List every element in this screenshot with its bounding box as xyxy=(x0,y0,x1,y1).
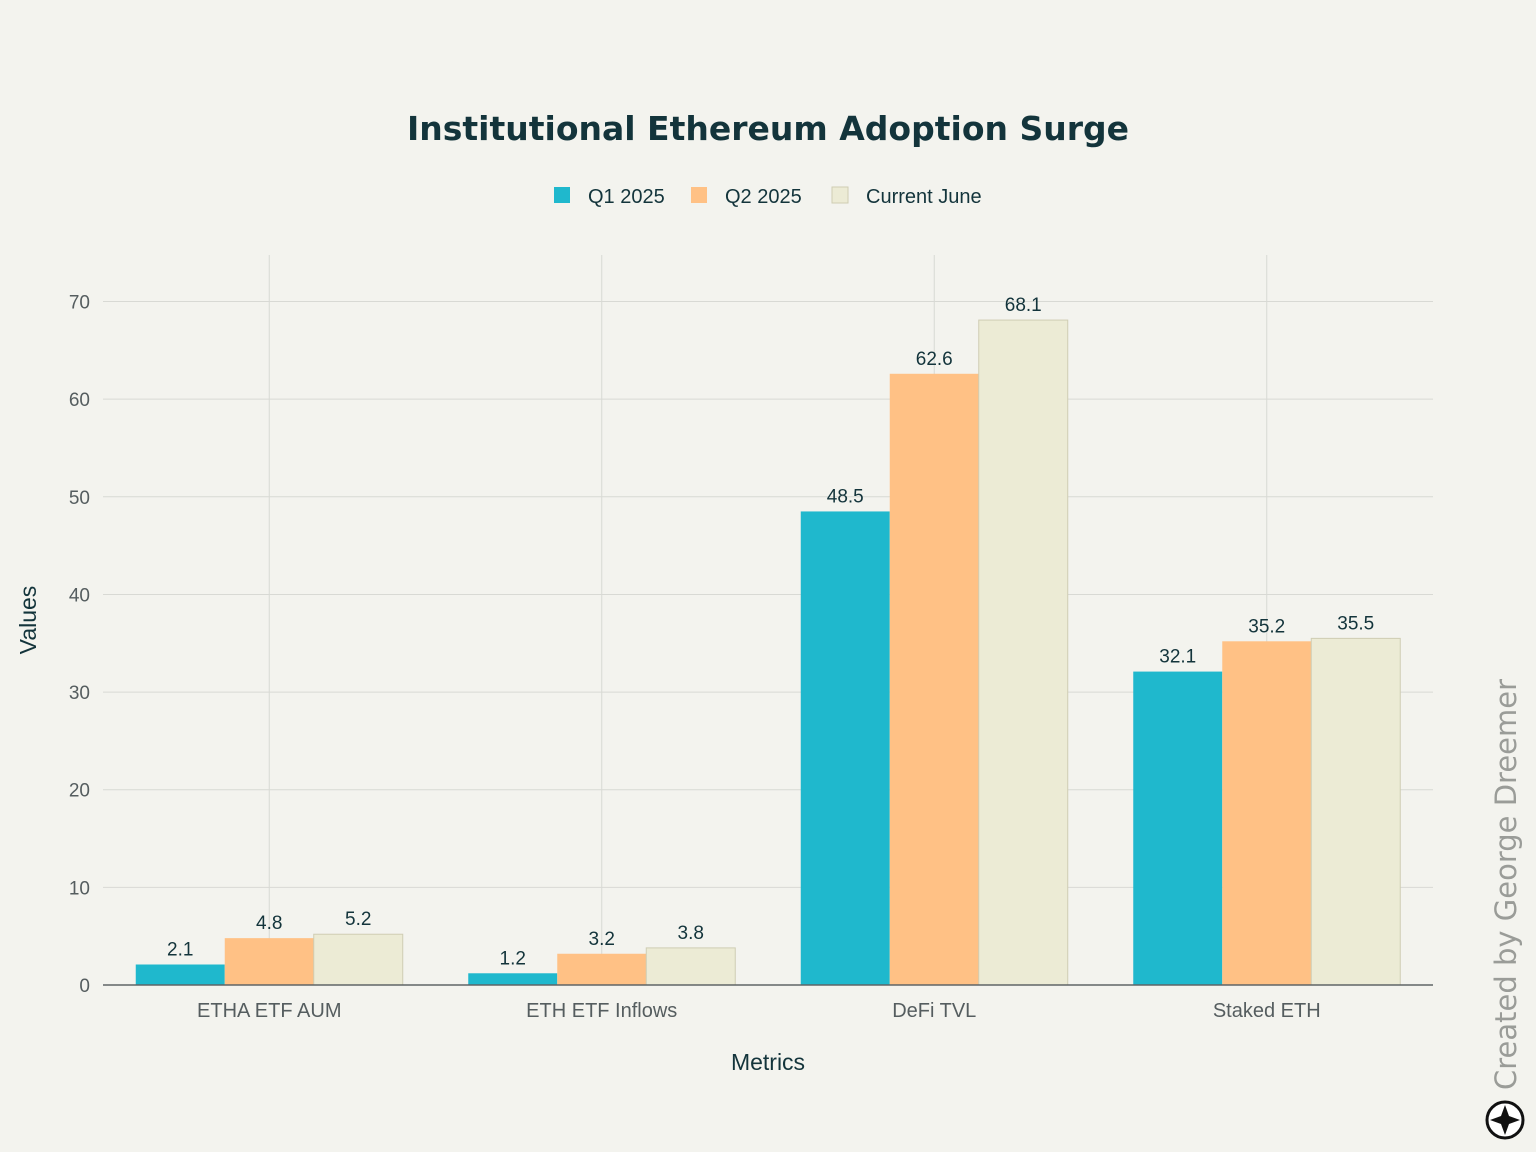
bar xyxy=(1133,671,1223,985)
y-tick-label: 40 xyxy=(69,585,90,606)
watermark-text: Created by George Dreemer xyxy=(1489,679,1523,1090)
legend-label: Q1 2025 xyxy=(588,186,665,208)
y-tick-label: 10 xyxy=(69,878,90,899)
legend-label: Q2 2025 xyxy=(725,186,802,208)
bar xyxy=(1310,637,1401,986)
legend-label: Current June xyxy=(866,186,982,208)
bar xyxy=(645,947,736,986)
compass-star-icon xyxy=(1485,1100,1525,1140)
data-label: 68.1 xyxy=(1005,295,1042,316)
bar xyxy=(800,511,890,985)
x-tick-label: Staked ETH xyxy=(1213,1000,1321,1022)
bar xyxy=(889,373,979,986)
y-tick-label: 50 xyxy=(69,488,90,509)
data-label: 5.2 xyxy=(345,909,371,930)
x-tick-label: ETHA ETF AUM xyxy=(197,1000,341,1022)
data-label: 35.2 xyxy=(1248,616,1285,637)
x-tick-label: DeFi TVL xyxy=(892,1000,976,1022)
y-tick-label: 20 xyxy=(69,781,90,802)
y-tick-label: 0 xyxy=(79,976,90,997)
data-label: 48.5 xyxy=(827,486,864,507)
bar xyxy=(468,973,558,985)
y-tick-label: 30 xyxy=(69,683,90,704)
data-label: 3.8 xyxy=(678,923,704,944)
data-label: 35.5 xyxy=(1337,613,1374,634)
bar xyxy=(224,938,314,985)
y-tick-label: 70 xyxy=(69,293,90,314)
bars xyxy=(135,319,1401,986)
x-axis-category-labels: ETHA ETF AUM ETH ETF Inflows DeFi TVL Stake… xyxy=(197,1000,1321,1022)
data-label: 4.8 xyxy=(256,913,282,934)
legend-swatch xyxy=(554,187,570,203)
bar xyxy=(978,319,1069,986)
data-label: 1.2 xyxy=(500,948,526,969)
y-axis-ticks: 0 10 20 30 40 50 60 70 xyxy=(69,293,90,997)
y-tick-label: 60 xyxy=(69,390,90,411)
bar xyxy=(1222,641,1312,985)
data-label: 2.1 xyxy=(167,939,193,960)
bar xyxy=(313,933,404,986)
legend: Q1 2025 Q2 2025 Current June xyxy=(554,186,982,208)
data-labels: 2.1 4.8 5.2 1.2 3.2 3.8 48.5 62.6 68.1 32.1 35.2 35… xyxy=(167,295,1374,969)
x-axis-title: Metrics xyxy=(731,1049,805,1075)
bar xyxy=(135,964,225,985)
legend-swatch xyxy=(831,186,849,204)
x-tick-label: ETH ETF Inflows xyxy=(526,1000,677,1022)
bar xyxy=(557,953,647,985)
data-label: 3.2 xyxy=(589,929,615,950)
data-label: 62.6 xyxy=(916,349,953,370)
chart-title: Institutional Ethereum Adoption Surge xyxy=(407,109,1129,148)
y-axis-title: Values xyxy=(15,586,41,655)
data-label: 32.1 xyxy=(1159,647,1196,668)
legend-swatch xyxy=(691,187,707,203)
